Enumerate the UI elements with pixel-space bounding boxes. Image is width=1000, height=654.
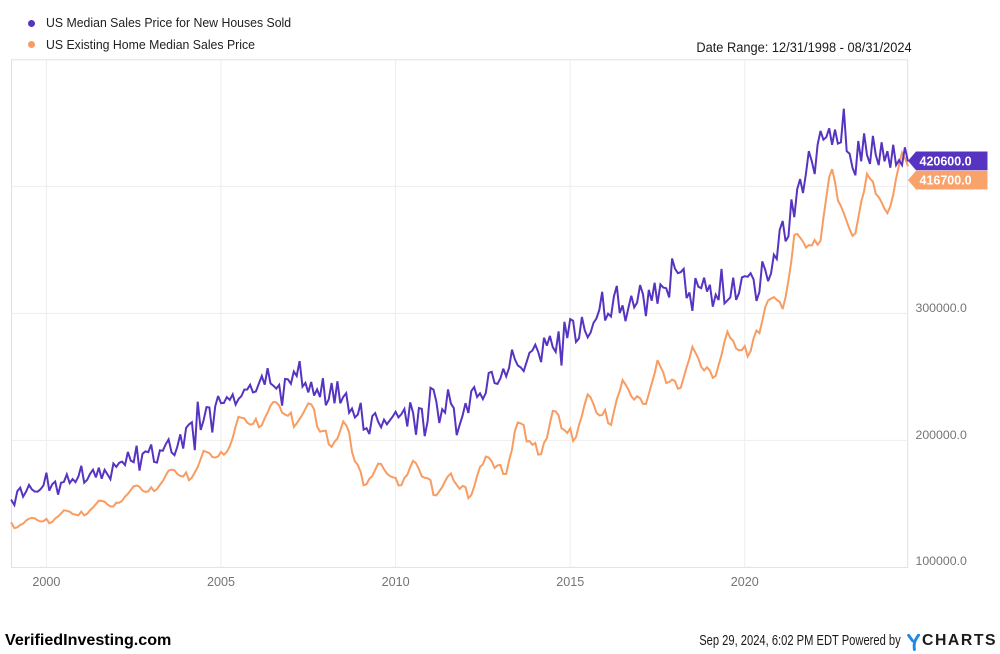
svg-text:416700.0: 416700.0 — [920, 174, 972, 188]
svg-text:420600.0: 420600.0 — [920, 155, 972, 169]
